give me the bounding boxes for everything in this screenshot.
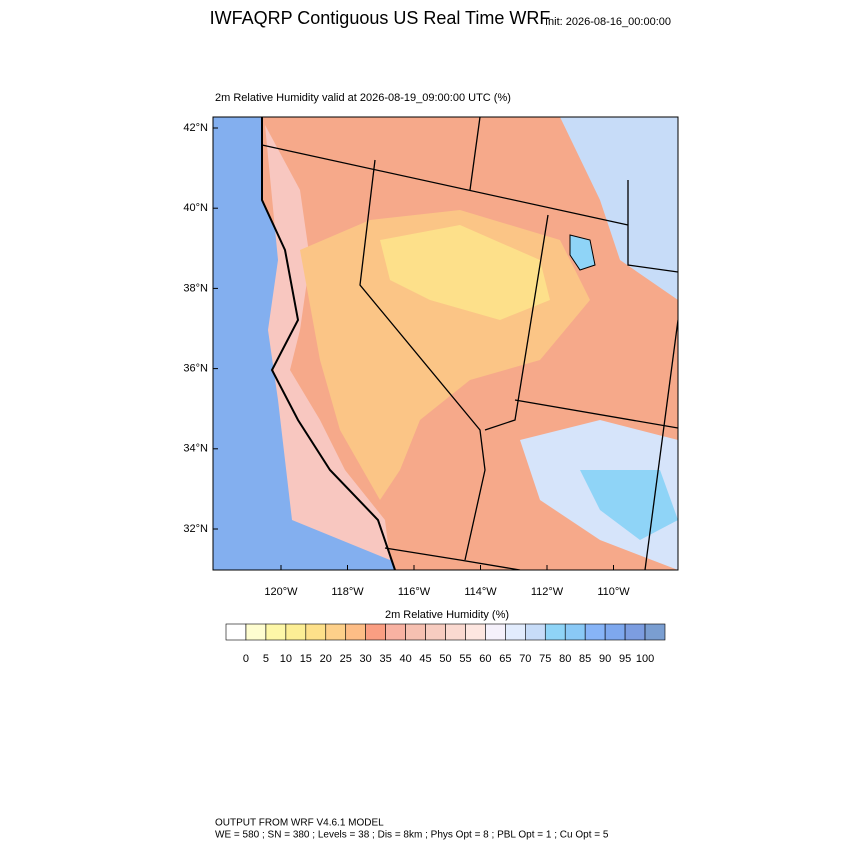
colorbar-label: 45 <box>419 653 431 665</box>
state-border <box>484 214 549 431</box>
state-border <box>627 180 678 273</box>
colorbar-label: 30 <box>360 653 372 665</box>
colorbar-label: 0 <box>243 653 249 665</box>
footer-line: OUTPUT FROM WRF V4.6.1 MODEL <box>215 818 384 829</box>
colorbar-box <box>285 623 307 641</box>
colorbar-box <box>584 623 606 641</box>
colorbar-box <box>245 623 267 641</box>
lake <box>569 234 596 271</box>
colorbar-label: 65 <box>499 653 511 665</box>
map-subtitle: 2m Relative Humidity valid at 2026-08-19… <box>215 92 511 104</box>
lat-label: 36°N <box>183 363 208 375</box>
init-time: Init: 2026-08-16_00:00:00 <box>545 16 671 28</box>
borders <box>261 117 678 570</box>
ocean-shade <box>213 117 395 570</box>
state-border <box>644 319 678 570</box>
colorbar-label: 5 <box>263 653 269 665</box>
lon-label: 120°W <box>264 586 298 598</box>
colorbar-box <box>564 623 586 641</box>
moist-area <box>580 470 678 540</box>
colorbar-label: 60 <box>479 653 491 665</box>
colorbar-box <box>624 623 646 641</box>
lon-label: 112°W <box>531 586 564 598</box>
map-frame <box>212 116 679 571</box>
colorbar-box <box>265 623 287 641</box>
colorbar-label: 40 <box>399 653 411 665</box>
coastline <box>261 117 396 570</box>
colorbar-label: 80 <box>559 653 571 665</box>
colorbar-box <box>644 623 666 641</box>
lon-label: 110°W <box>597 586 630 598</box>
lat-label: 38°N <box>183 282 208 294</box>
moist-area <box>560 117 678 300</box>
colorbar-box <box>505 623 526 641</box>
colorbar-box <box>305 623 327 641</box>
colorbar-label: 90 <box>599 653 611 665</box>
country-border <box>384 547 521 570</box>
colorbar-box <box>445 623 466 641</box>
colorbar-label: 75 <box>539 653 551 665</box>
colorbar-box <box>425 623 446 641</box>
colorbar-box <box>604 623 626 641</box>
lon-label: 118°W <box>331 586 364 598</box>
colorbar-title: 2m Relative Humidity (%) <box>385 609 509 621</box>
colorbar-box <box>465 623 486 641</box>
colorbar-label: 25 <box>340 653 352 665</box>
lat-label: 40°N <box>183 202 208 214</box>
footer-line: WE = 580 ; SN = 380 ; Levels = 38 ; Dis … <box>215 830 609 841</box>
coast-band <box>265 125 390 560</box>
colorbar-box <box>544 623 566 641</box>
colorbar-label: 100 <box>636 653 654 665</box>
driest-area <box>380 225 550 320</box>
state-border <box>514 399 678 429</box>
lat-label: 32°N <box>183 523 208 535</box>
map <box>213 117 678 570</box>
colorbar-box <box>485 623 506 641</box>
colorbar-label: 55 <box>459 653 471 665</box>
colorbar-label: 85 <box>579 653 591 665</box>
lat-label: 34°N <box>183 443 208 455</box>
colorbar-label: 35 <box>380 653 392 665</box>
colorbar-label: 20 <box>320 653 332 665</box>
colorbar-box <box>405 623 426 641</box>
lat-label: 42°N <box>183 122 208 134</box>
colorbar-box <box>345 623 366 641</box>
colorbar-box <box>385 623 406 641</box>
colorbar-label: 50 <box>439 653 451 665</box>
colorbar-label: 95 <box>619 653 631 665</box>
title: IWFAQRP Contiguous US Real Time WRF <box>210 8 551 28</box>
colorbar-box <box>325 623 347 641</box>
colorbar-label: 15 <box>300 653 312 665</box>
colorbar-box <box>525 623 546 641</box>
state-border <box>469 117 481 191</box>
colorbar-label: 70 <box>519 653 531 665</box>
lon-label: 116°W <box>398 586 431 598</box>
state-border <box>261 144 629 226</box>
colorbar-box <box>225 623 247 641</box>
colorbar-label: 10 <box>280 653 292 665</box>
state-border <box>359 159 486 561</box>
lon-label: 114°W <box>464 586 497 598</box>
colorbar-box <box>365 623 386 641</box>
